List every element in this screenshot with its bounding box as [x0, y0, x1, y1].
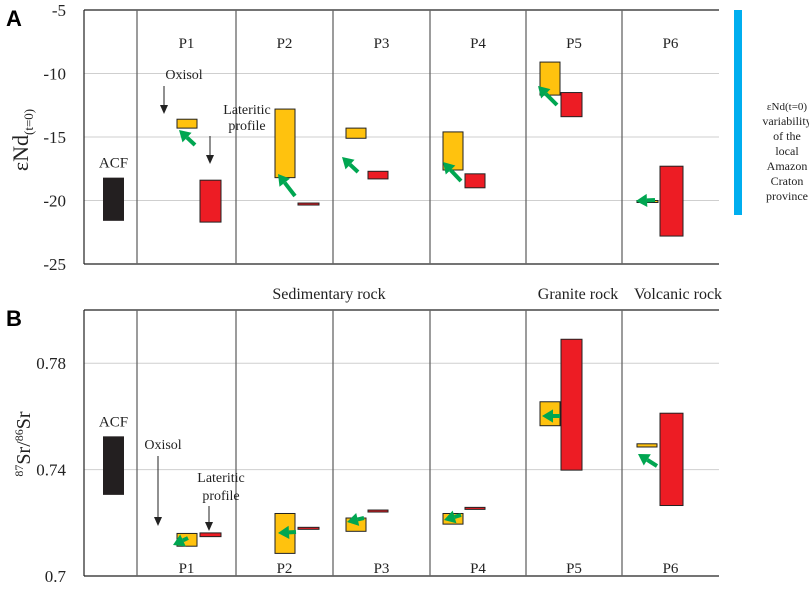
lateritic-bar [200, 533, 221, 537]
trend-arrow-shaft [455, 515, 461, 517]
y-axis-title-sup1: 87 [12, 465, 26, 477]
craton-variability-label: local [775, 144, 799, 158]
lateritic-annotation-line1: Lateritic [223, 103, 270, 118]
acf-bar [103, 178, 124, 221]
y-axis-title-sup2: 86 [12, 429, 26, 441]
oxisol-bar [177, 119, 197, 128]
craton-variability-label: Craton [771, 174, 804, 188]
y-axis-title-sub: (t=0) [21, 109, 36, 135]
oxisol-bar [346, 128, 366, 138]
profile-label: P5 [566, 561, 582, 577]
lateritic-bar [660, 166, 683, 236]
lateritic-bar [200, 180, 221, 222]
lateritic-bar [298, 203, 319, 205]
profile-label: P2 [277, 561, 293, 577]
acf-label: ACF [99, 156, 128, 172]
trend-arrow-shaft [358, 518, 364, 519]
rock-type-sedimentary: Sedimentary rock [272, 286, 385, 303]
craton-variability-label: of the [773, 129, 801, 143]
y-tick-label: 0.7 [45, 567, 67, 586]
lateritic-bar [561, 339, 582, 470]
profile-label: P5 [566, 36, 582, 52]
oxisol-annotation: Oxisol [144, 438, 181, 453]
y-axis-title: 87Sr/86Sr [12, 411, 35, 476]
craton-variability-bar [734, 10, 742, 215]
oxisol-pointer-arrow-head [160, 105, 168, 114]
lateritic-bar [465, 174, 485, 188]
rock-type-volcanic: Volcanic rock [634, 286, 722, 303]
trend-arrow-head [636, 194, 647, 207]
lateritic-bar [368, 510, 388, 512]
craton-variability-label: εNd(t=0) [767, 101, 807, 113]
oxisol-pointer-arrow [154, 456, 162, 526]
y-axis-title-main: εNd [8, 135, 33, 171]
craton-variability-label: province [766, 189, 808, 203]
y-axis-title: εNd(t=0) [8, 109, 36, 171]
trend-arrow [636, 194, 655, 207]
panel-letter: B [6, 306, 22, 331]
trend-arrow-shaft [451, 170, 461, 181]
y-tick-label: -25 [43, 255, 66, 274]
lateritic-bar [465, 507, 485, 509]
panel-b: 0.78 0.74 0.7 P1 P2 P3 P4 P5 P6 ACF Oxisol Lateriti… [6, 306, 719, 586]
panel-letter: A [6, 6, 22, 31]
trend-arrow [638, 454, 657, 466]
y-axis-title-post: Sr [13, 411, 35, 429]
oxisol-pointer-arrow [160, 86, 168, 114]
trend-arrow-shaft [647, 460, 657, 466]
profile-label: P6 [663, 36, 679, 52]
profile-label: P3 [374, 561, 390, 577]
acf-label: ACF [99, 414, 128, 430]
y-tick-label: -15 [43, 128, 66, 147]
y-axis-title-mid: Sr/ [13, 441, 35, 465]
oxisol-annotation: Oxisol [165, 68, 202, 83]
acf-bar [103, 436, 124, 495]
profile-label: P3 [374, 36, 390, 52]
lateritic-annotation-line2: profile [228, 119, 265, 134]
panel-a: -5 -10 -15 -20 -25 P1 P2 P3 P4 P5 P6 ACF Oxisol Later… [6, 1, 809, 303]
y-tick-label: 0.74 [36, 461, 66, 480]
trend-arrow-shaft [285, 183, 295, 196]
profile-label: P4 [470, 561, 486, 577]
craton-variability-label: variability [762, 114, 809, 128]
lateritic-bar [368, 171, 388, 179]
lateritic-annotation-line1: Lateritic [197, 471, 244, 486]
lateritic-bar [660, 413, 683, 505]
trend-arrow-shaft [183, 538, 188, 540]
oxisol-bar [637, 444, 657, 447]
trend-arrow-shaft [350, 165, 358, 172]
oxisol-pointer-arrow-head [154, 517, 162, 526]
profile-label: P1 [179, 36, 195, 52]
y-tick-label: -10 [43, 65, 66, 84]
profile-label: P2 [277, 36, 293, 52]
lateritic-pointer-arrow-head [206, 155, 214, 164]
profile-label: P6 [663, 561, 679, 577]
y-tick-label: -20 [43, 192, 66, 211]
craton-variability-label: Amazon [767, 159, 808, 173]
lateritic-pointer-arrow [206, 136, 214, 164]
y-tick-label: 0.78 [36, 354, 66, 373]
profile-label: P4 [470, 36, 486, 52]
lateritic-pointer-arrow [205, 506, 213, 531]
lateritic-annotation-line2: profile [202, 489, 239, 504]
y-tick-label: -5 [52, 1, 66, 20]
profile-label: P1 [179, 561, 195, 577]
oxisol-bar [275, 109, 295, 178]
lateritic-bar [561, 93, 582, 117]
trend-arrow [342, 157, 358, 172]
lateritic-bar [298, 527, 319, 529]
lateritic-pointer-arrow-head [205, 522, 213, 531]
trend-arrow-shaft [187, 138, 195, 145]
rock-type-granite: Granite rock [538, 286, 618, 303]
